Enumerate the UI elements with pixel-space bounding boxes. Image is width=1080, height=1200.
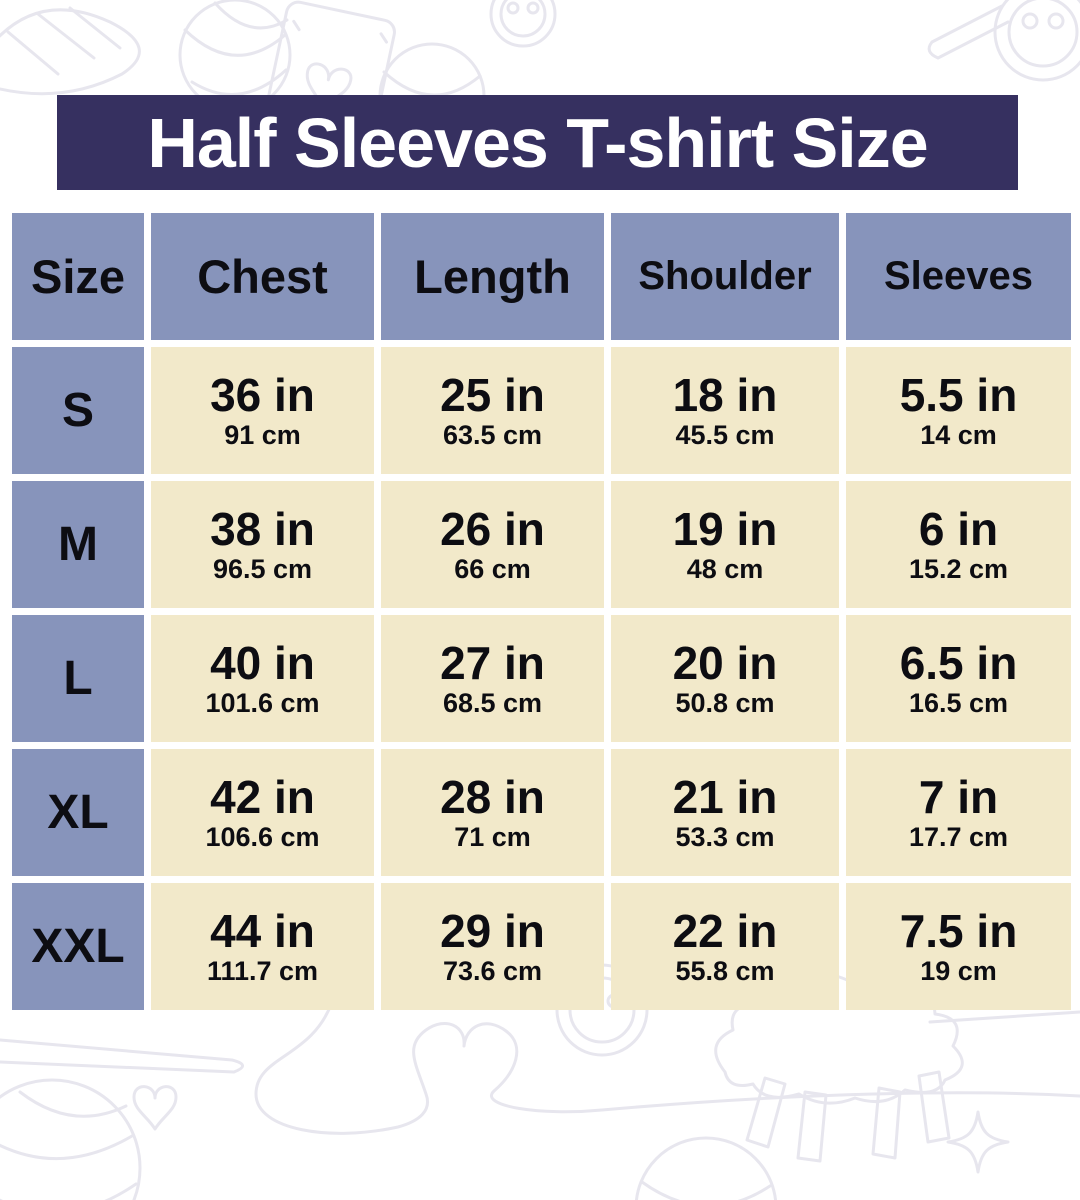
column-header-sleeves: Sleeves [846,213,1071,340]
inches-value: 42 in [210,771,315,824]
cm-value: 45.5 cm [675,419,775,450]
cell-s-sleeves: 5.5 in 14 cm [846,347,1071,474]
sparkle-icon [946,1110,1010,1174]
inches-value: 36 in [210,369,315,422]
row-label-xl: XL [12,749,144,876]
cell-l-length: 27 in 68.5 cm [381,615,604,742]
crochet-hook-icon [0,1038,244,1074]
cm-value: 55.8 cm [675,955,775,986]
cell-m-shoulder: 19 in 48 cm [611,481,839,608]
cm-value: 73.6 cm [442,955,543,986]
size-chart-table: Size Chest Length Shoulder Sleeves S 36 … [12,213,1071,1010]
yarn-ball-icon [0,1078,142,1200]
inches-value: 20 in [672,637,778,690]
column-header-length: Length [381,213,604,340]
inches-value: 7 in [918,771,999,824]
cm-value: 48 cm [686,553,764,584]
cm-value: 68.5 cm [442,687,543,718]
cm-value: 71 cm [454,821,531,852]
inches-value: 5.5 in [899,369,1018,422]
row-label-xxl: XXL [12,883,144,1010]
cell-l-shoulder: 20 in 50.8 cm [611,615,839,742]
inches-value: 29 in [440,905,545,958]
inches-value: 7.5 in [899,905,1018,958]
safety-pin-icon [927,4,1010,60]
cell-xl-chest: 42 in 106.6 cm [151,749,374,876]
yarn-ball-icon [178,0,292,112]
cm-value: 14 cm [920,419,997,450]
cell-s-shoulder: 18 in 45.5 cm [611,347,839,474]
yarn-thread-heart-icon [254,1000,1080,1135]
cm-value: 96.5 cm [212,553,313,584]
title-banner: Half Sleeves T-shirt Size [57,95,1018,190]
row-label-l: L [12,615,144,742]
cm-value: 50.8 cm [675,687,775,718]
inches-value: 18 in [672,369,778,422]
column-header-chest: Chest [151,213,374,340]
cm-value: 53.3 cm [675,821,775,852]
cell-xl-sleeves: 7 in 17.7 cm [846,749,1071,876]
cell-xl-shoulder: 21 in 53.3 cm [611,749,839,876]
column-header-shoulder: Shoulder [611,213,839,340]
inches-value: 6 in [918,503,999,556]
button-icon [993,0,1080,82]
inches-value: 38 in [210,503,315,556]
cell-s-chest: 36 in 91 cm [151,347,374,474]
cell-xxl-chest: 44 in 111.7 cm [151,883,374,1010]
cm-value: 19 cm [920,955,997,986]
inches-value: 26 in [440,503,545,556]
cell-l-chest: 40 in 101.6 cm [151,615,374,742]
inches-value: 19 in [672,503,778,556]
page-title: Half Sleeves T-shirt Size [147,103,928,182]
yarn-ball-icon [634,1136,778,1200]
row-label-m: M [12,481,144,608]
cm-value: 91 cm [224,419,301,450]
cell-m-sleeves: 6 in 15.2 cm [846,481,1071,608]
cm-value: 106.6 cm [205,821,320,852]
inches-value: 28 in [440,771,545,824]
cm-value: 15.2 cm [908,553,1009,584]
cm-value: 16.5 cm [908,687,1009,718]
cell-xxl-length: 29 in 73.6 cm [381,883,604,1010]
inches-value: 27 in [440,637,545,690]
cm-value: 66 cm [454,553,531,584]
cm-value: 17.7 cm [908,821,1009,852]
cm-value: 111.7 cm [206,955,319,986]
row-label-s: S [12,347,144,474]
inches-value: 21 in [672,771,778,824]
inches-value: 6.5 in [899,637,1018,690]
cell-xxl-shoulder: 22 in 55.8 cm [611,883,839,1010]
inches-value: 44 in [210,905,315,958]
inches-value: 22 in [672,905,778,958]
column-header-size: Size [12,213,144,340]
cell-xxl-sleeves: 7.5 in 19 cm [846,883,1071,1010]
yarn-skein-icon [0,6,141,96]
heart-icon [132,1085,178,1131]
button-icon [489,0,557,48]
cell-s-length: 25 in 63.5 cm [381,347,604,474]
cell-xl-length: 28 in 71 cm [381,749,604,876]
inches-value: 40 in [210,637,315,690]
cm-value: 63.5 cm [442,419,543,450]
cell-l-sleeves: 6.5 in 16.5 cm [846,615,1071,742]
cell-m-length: 26 in 66 cm [381,481,604,608]
inches-value: 25 in [440,369,545,422]
cm-value: 101.6 cm [205,687,320,718]
cell-m-chest: 38 in 96.5 cm [151,481,374,608]
